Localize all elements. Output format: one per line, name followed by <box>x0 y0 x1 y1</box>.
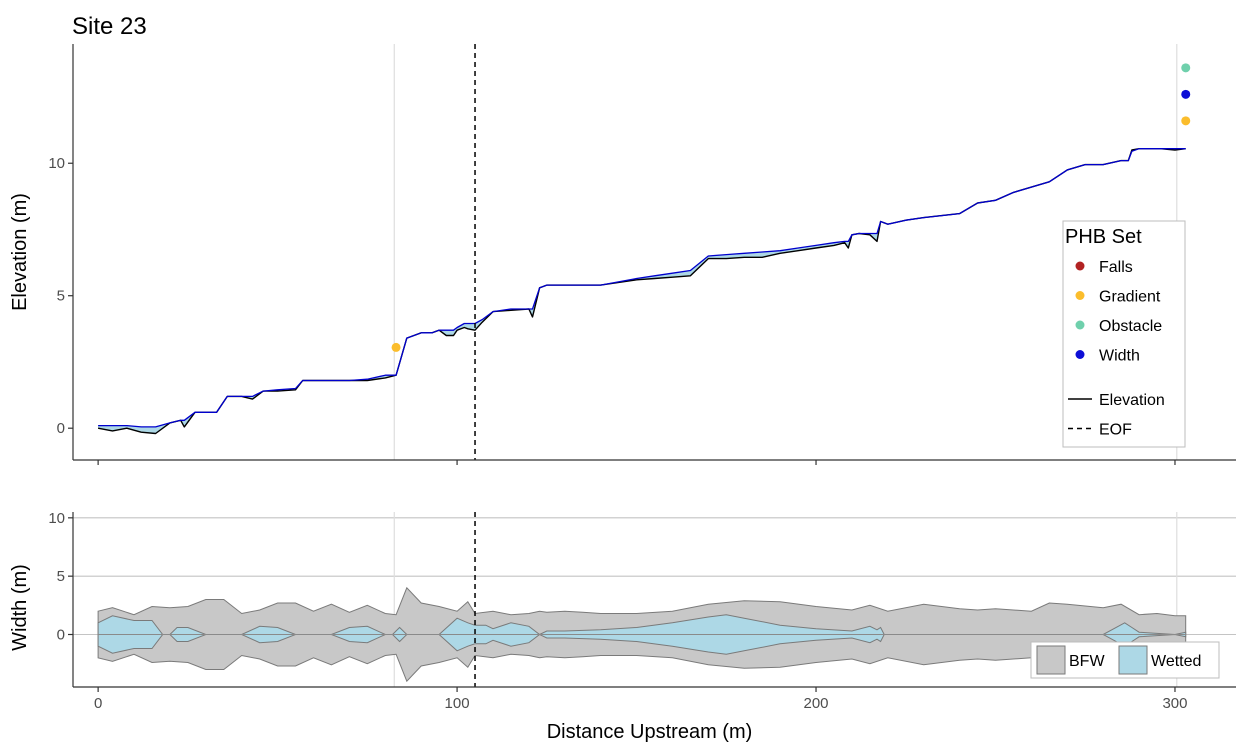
elevation-y-axis-title: Elevation (m) <box>9 193 31 311</box>
width-y-tick-label-2: 10 <box>48 510 65 527</box>
width-x-ticks: 0 100 200 300 <box>94 687 1187 712</box>
phb-legend-box <box>1062 220 1186 448</box>
legend-label-eof: EOF <box>1099 422 1132 439</box>
legend-label-gradient: Gradient <box>1099 289 1161 306</box>
chart-title: Site 23 <box>72 13 147 40</box>
phb-point-gradient-0 <box>391 342 401 352</box>
elevation-x-ticks <box>97 460 1176 465</box>
elevation-y-tick-label-1: 5 <box>57 288 65 305</box>
elevation-y-ticks: 0 5 10 <box>48 155 73 437</box>
legend-key-wetted <box>1118 645 1148 675</box>
legend-label-wetted: Wetted <box>1151 653 1201 670</box>
width-panel: 0 100 200 300 0 5 10 Width (m) Distance Upstr… <box>9 510 1236 743</box>
width-y-axis-title: Width (m) <box>9 564 31 651</box>
width-y-ticks: 0 5 10 <box>48 510 73 644</box>
legend-key-falls <box>1075 261 1085 271</box>
elevation-points-group <box>391 63 1191 352</box>
elevation-y-tick-label-0: 0 <box>57 420 65 437</box>
phb-legend-items: Falls Gradient Obstacle Width Elevation EOF <box>1068 259 1165 439</box>
elevation-y-tick-label-2: 10 <box>48 155 65 172</box>
width-y-tick-label-0: 0 <box>57 627 65 644</box>
phb-legend: PHB Set Falls Gradient Obstacle Width Elevat… <box>1062 220 1186 448</box>
legend-key-gradient <box>1075 291 1085 300</box>
legend-label-elevation: Elevation <box>1099 392 1165 409</box>
phb-point-obstacle-1 <box>1181 63 1191 73</box>
legend-key-obstacle <box>1075 320 1085 330</box>
x-tick-label-3: 300 <box>1162 695 1187 712</box>
elevation-lines-group <box>97 44 1186 460</box>
phb-point-gradient-3 <box>1181 116 1191 126</box>
width-y-tick-label-1: 5 <box>57 568 65 585</box>
width-legend: BFW Wetted <box>1030 641 1220 679</box>
legend-label-falls: Falls <box>1099 259 1133 276</box>
legend-key-width <box>1075 350 1085 359</box>
x-axis-title: Distance Upstream (m) <box>547 721 753 743</box>
x-tick-label-0: 0 <box>94 695 102 712</box>
legend-label-width: Width <box>1099 348 1140 365</box>
x-tick-label-2: 200 <box>804 695 829 712</box>
elevation-ribbon-group <box>98 148 1186 434</box>
elevation-ribbon <box>98 148 1186 434</box>
phb-point-width-2 <box>1181 89 1191 99</box>
width-areas-group <box>97 512 1187 687</box>
legend-label-obstacle: Obstacle <box>1099 318 1162 335</box>
width-legend-items: BFW Wetted <box>1036 645 1201 675</box>
elevation-panel: 0 5 10 Elevation (m) PHB Set Falls Gradient… <box>9 44 1236 465</box>
water-surface-line <box>98 148 1186 428</box>
phb-legend-title: PHB Set <box>1065 226 1142 248</box>
legend-label-bfw: BFW <box>1069 653 1105 670</box>
elevation-line <box>97 147 1186 435</box>
legend-key-bfw <box>1036 645 1066 675</box>
x-tick-label-1: 100 <box>445 695 470 712</box>
